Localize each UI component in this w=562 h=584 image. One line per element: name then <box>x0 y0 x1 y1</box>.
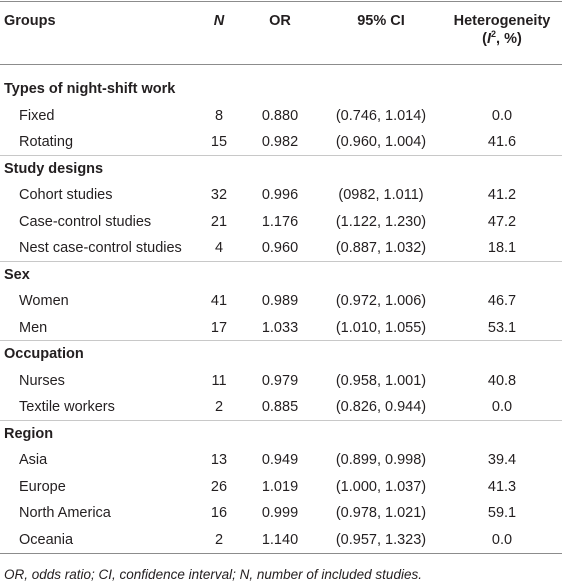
section-divider <box>0 260 562 262</box>
row-n-value: 8 <box>214 107 224 124</box>
row-group-label: North America <box>19 505 111 521</box>
row-group-label: Oceania <box>19 531 74 548</box>
row-or-value: 0.949 <box>261 452 299 468</box>
row-heterogeneity-value: 41.6 <box>487 134 517 150</box>
row-ci-value: (0.957, 1.323) <box>335 531 427 548</box>
row-n-value: 41 <box>210 293 228 309</box>
header-bottom-rule <box>0 64 562 65</box>
row-group-label: Nest case-control studies <box>19 240 182 256</box>
header-n: N <box>213 13 225 29</box>
row-group-label: Men <box>19 319 48 336</box>
row-or-value: 1.140 <box>261 531 299 548</box>
row-n-value: 21 <box>210 213 228 230</box>
row-or-value: 0.982 <box>261 134 299 150</box>
row-or-value: 0.880 <box>261 107 299 124</box>
section-title: Types of night-shift work <box>4 81 176 97</box>
row-or-value: 0.999 <box>261 505 299 521</box>
row-ci-value: (1.000, 1.037) <box>335 478 427 495</box>
row-ci-value: (0.899, 0.998) <box>335 452 427 468</box>
row-n-value: 15 <box>210 134 228 150</box>
row-heterogeneity-value: 40.8 <box>487 372 517 389</box>
section-divider <box>0 419 562 421</box>
row-heterogeneity-value: 0.0 <box>491 107 513 124</box>
section-title: Sex <box>4 266 30 283</box>
row-heterogeneity-value: 0.0 <box>491 399 513 415</box>
row-n-value: 4 <box>214 240 224 256</box>
row-group-label: Nurses <box>19 372 65 389</box>
row-ci-value: (0.826, 0.944) <box>335 399 427 415</box>
row-ci-value: (0.746, 1.014) <box>335 107 427 124</box>
row-n-value: 13 <box>210 452 228 468</box>
section-title: Study designs <box>4 160 104 177</box>
row-or-value: 0.960 <box>261 240 299 256</box>
row-group-label: Women <box>19 293 69 309</box>
row-heterogeneity-value: 46.7 <box>487 293 517 309</box>
row-heterogeneity-value: 53.1 <box>487 319 517 336</box>
header-heterogeneity-unit: (I2, %) <box>482 29 522 47</box>
header-heterogeneity: Heterogeneity <box>453 13 551 29</box>
row-ci-value: (0.958, 1.001) <box>335 372 427 389</box>
row-heterogeneity-value: 41.3 <box>487 478 517 495</box>
header-groups: Groups <box>4 13 56 29</box>
row-ci-value: (0.960, 1.004) <box>335 134 427 150</box>
table-bottom-rule <box>0 553 562 554</box>
row-or-value: 1.033 <box>261 319 299 336</box>
section-title: Region <box>4 425 54 442</box>
row-heterogeneity-value: 41.2 <box>487 187 517 203</box>
row-or-value: 1.019 <box>261 478 299 495</box>
row-n-value: 17 <box>210 319 228 336</box>
row-ci-value: (1.122, 1.230) <box>335 213 427 230</box>
row-group-label: Europe <box>19 478 66 495</box>
row-heterogeneity-value: 0.0 <box>491 531 513 548</box>
row-group-label: Rotating <box>19 134 74 150</box>
table-top-rule <box>0 1 562 2</box>
header-ci: 95% CI <box>357 13 405 29</box>
row-heterogeneity-value: 18.1 <box>487 240 517 256</box>
row-heterogeneity-value: 47.2 <box>487 213 517 230</box>
row-n-value: 26 <box>210 478 228 495</box>
row-group-label: Fixed <box>19 107 55 124</box>
row-heterogeneity-value: 59.1 <box>487 505 517 521</box>
row-ci-value: (0.972, 1.006) <box>335 293 427 309</box>
row-or-value: 0.979 <box>261 372 299 389</box>
row-or-value: 0.989 <box>261 293 299 309</box>
section-divider <box>0 340 562 341</box>
row-or-value: 0.996 <box>261 187 299 203</box>
row-heterogeneity-value: 39.4 <box>487 452 517 468</box>
section-divider <box>0 154 562 156</box>
row-group-label: Case-control studies <box>19 213 152 230</box>
row-ci-value: (0.887, 1.032) <box>335 240 427 256</box>
row-n-value: 11 <box>211 372 227 389</box>
header-or: OR <box>269 13 291 29</box>
row-n-value: 32 <box>210 187 228 203</box>
row-ci-value: (0.978, 1.021) <box>335 505 427 521</box>
table-footnote: OR, odds ratio; CI, confidence interval;… <box>4 567 422 582</box>
row-group-label: Cohort studies <box>19 187 113 203</box>
row-ci-value: (0982, 1.011) <box>338 187 424 203</box>
section-title: Occupation <box>4 346 84 362</box>
row-n-value: 16 <box>210 505 228 521</box>
row-group-label: Asia <box>19 452 48 468</box>
row-ci-value: (1.010, 1.055) <box>335 319 427 336</box>
row-n-value: 2 <box>214 399 224 415</box>
row-group-label: Textile workers <box>19 399 115 415</box>
row-n-value: 2 <box>214 531 224 548</box>
row-or-value: 1.176 <box>261 213 299 230</box>
row-or-value: 0.885 <box>261 399 299 415</box>
